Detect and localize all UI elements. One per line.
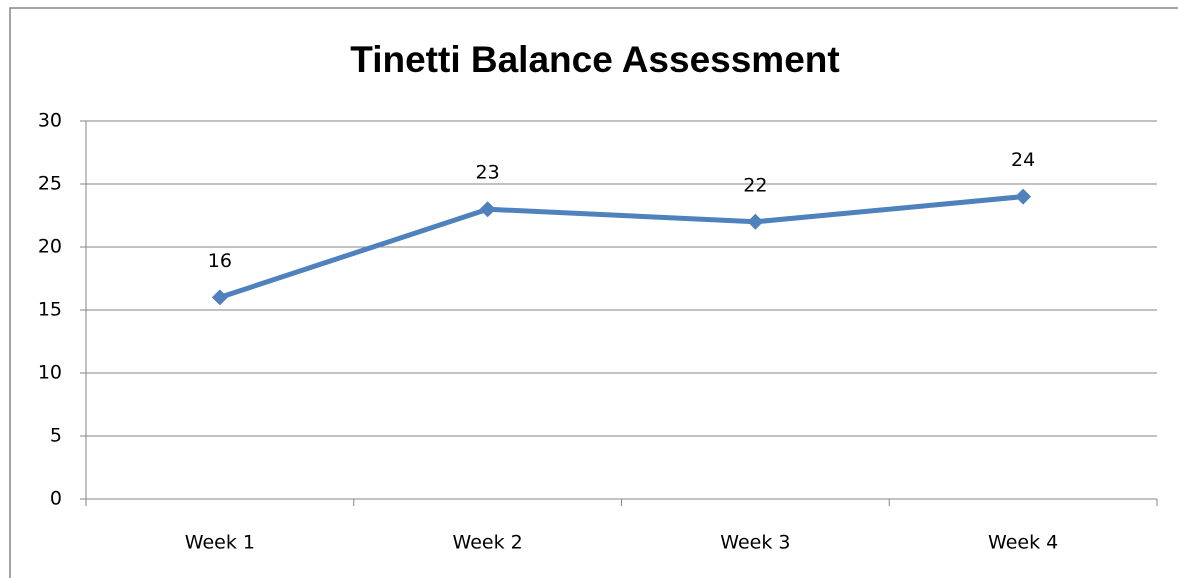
y-tick-label: 0	[50, 488, 62, 510]
y-tick-label: 10	[38, 362, 62, 384]
chart-title: Tinetti Balance Assessment	[350, 39, 839, 80]
data-marker	[747, 213, 764, 230]
data-label: 24	[1011, 149, 1035, 171]
data-label: 23	[476, 162, 500, 184]
y-tick-label: 30	[38, 110, 62, 132]
x-tick-label: Week 2	[453, 532, 523, 554]
data-label: 16	[208, 250, 232, 272]
x-tick-label: Week 4	[988, 532, 1058, 554]
data-marker	[479, 201, 496, 218]
data-marker	[1015, 188, 1032, 205]
data-line	[219, 194, 1024, 300]
data-label: 22	[743, 174, 767, 196]
y-tick-label: 25	[38, 173, 62, 195]
x-tick-label: Week 3	[720, 532, 790, 554]
data-marker	[211, 289, 228, 306]
x-tick-label: Week 1	[185, 532, 255, 554]
y-tick-label: 15	[38, 299, 62, 321]
y-tick-label: 20	[38, 236, 62, 258]
y-tick-label: 5	[50, 425, 62, 447]
chart-border	[9, 7, 1178, 578]
